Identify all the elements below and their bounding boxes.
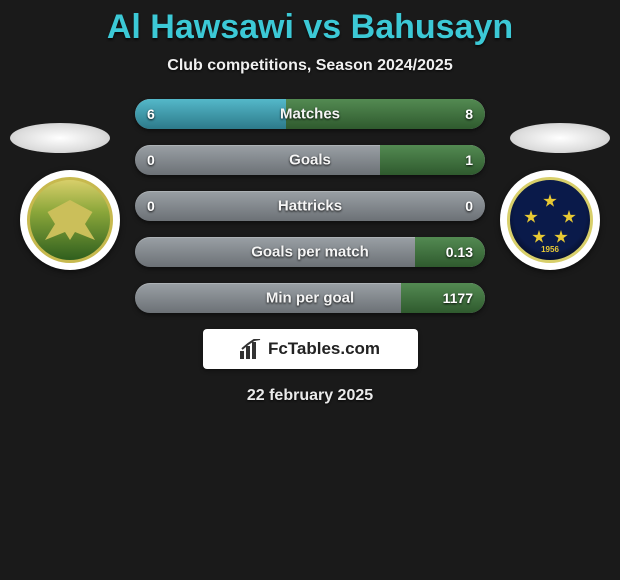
chart-icon (240, 339, 262, 359)
page-title: Al Hawsawi vs Bahusayn (0, 8, 620, 47)
stat-label: Hattricks (278, 198, 342, 215)
stat-label: Matches (280, 106, 340, 123)
footer-date: 22 february 2025 (0, 387, 620, 405)
stat-label: Min per goal (266, 290, 354, 307)
stats-list: 6 Matches 8 0 Goals 1 0 Hattricks 0 Goals per mat… (135, 99, 485, 313)
stat-label: Goals per match (251, 244, 369, 261)
stat-value-right: 0.13 (446, 244, 473, 260)
player-disc-right (510, 123, 610, 153)
stat-row: 0 Goals 1 (135, 145, 485, 175)
club-badge-left-inner (27, 177, 113, 263)
stat-row: Min per goal 1177 (135, 283, 485, 313)
stat-value-right: 0 (465, 198, 473, 214)
stat-row: 6 Matches 8 (135, 99, 485, 129)
player-disc-left (10, 123, 110, 153)
club-badge-right-inner: 1956 (507, 177, 593, 263)
club-badge-right: 1956 (500, 170, 600, 270)
stat-label: Goals (289, 152, 331, 169)
stat-value-left: 0 (147, 152, 155, 168)
stat-value-right: 8 (465, 106, 473, 122)
stat-row: Goals per match 0.13 (135, 237, 485, 267)
eagle-icon (45, 200, 95, 240)
club-year-right: 1956 (541, 245, 559, 254)
club-badge-left (20, 170, 120, 270)
brand-badge[interactable]: FcTables.com (203, 329, 418, 369)
stat-row: 0 Hattricks 0 (135, 191, 485, 221)
stat-value-right: 1 (465, 152, 473, 168)
brand-text: FcTables.com (268, 339, 380, 359)
stat-value-left: 6 (147, 106, 155, 122)
stat-value-left: 0 (147, 198, 155, 214)
comparison-card: Al Hawsawi vs Bahusayn Club competitions… (0, 0, 620, 405)
stat-value-right: 1177 (443, 290, 473, 306)
star-cluster-icon (520, 190, 580, 250)
stat-fill-left (135, 99, 286, 129)
subtitle: Club competitions, Season 2024/2025 (0, 57, 620, 75)
